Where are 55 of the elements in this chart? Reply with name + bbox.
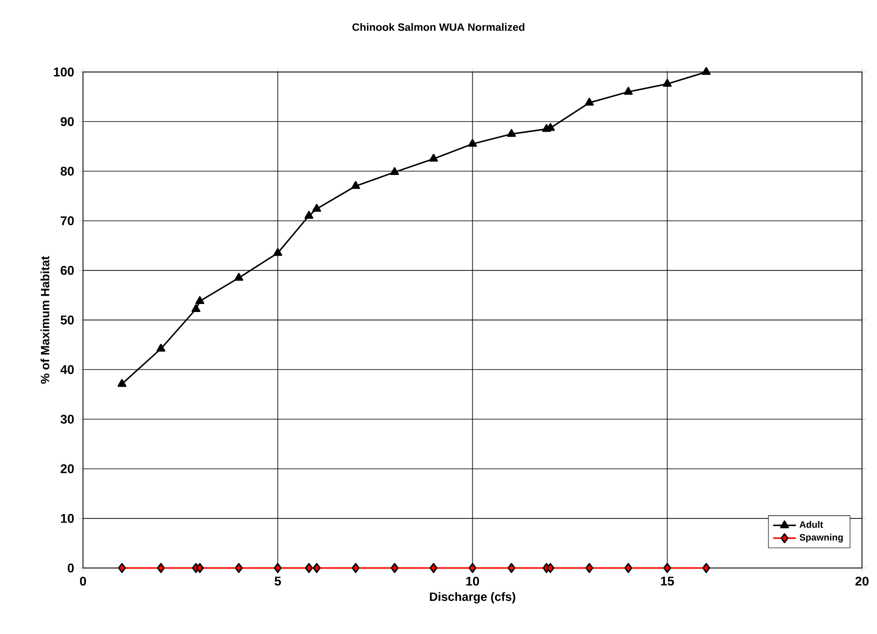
x-axis-title: Discharge (cfs) [430, 592, 516, 604]
point [662, 78, 672, 87]
point [274, 562, 282, 573]
point [508, 562, 516, 573]
point [585, 562, 594, 573]
point [390, 167, 400, 176]
y-tick-label: 40 [60, 365, 74, 374]
point [156, 344, 166, 352]
y-tick-label: 10 [61, 514, 74, 523]
point [304, 210, 314, 219]
point [234, 562, 243, 573]
y-axis-title: % of Maximum Habitat [40, 256, 50, 384]
point [624, 86, 633, 95]
point [468, 138, 477, 147]
legend-label: Spawning [800, 534, 843, 543]
point [468, 562, 476, 573]
point [351, 181, 360, 189]
y-tick-label: 70 [60, 216, 74, 226]
y-tick-label: 50 [60, 316, 74, 324]
y-tick-label: 20 [60, 464, 74, 474]
point [234, 272, 244, 281]
x-tick-label: 20 [855, 576, 869, 586]
point [118, 562, 126, 573]
x-tick-label: 0 [80, 576, 86, 586]
point [312, 204, 322, 212]
y-tick-label: 60 [60, 266, 74, 275]
x-tick-label: 15 [661, 576, 674, 586]
y-tick-label: 90 [60, 117, 74, 126]
point [195, 296, 204, 304]
point [312, 562, 321, 573]
point [196, 562, 204, 573]
point [702, 66, 711, 75]
legend-label: Adult [800, 521, 824, 528]
point [192, 304, 200, 312]
y-tick-label: 100 [54, 68, 74, 76]
chart-title: Chinook Salmon WUA Normalized [352, 23, 524, 31]
point [156, 562, 165, 573]
point [390, 562, 399, 573]
x-tick-label: 10 [466, 576, 480, 586]
point [273, 248, 282, 256]
point [429, 154, 438, 162]
point [430, 562, 438, 573]
point [304, 562, 313, 573]
point [702, 562, 710, 573]
point [584, 98, 594, 106]
point [118, 378, 126, 387]
y-tick-label: 30 [60, 414, 74, 424]
y-tick-label: 0 [68, 564, 74, 572]
point [663, 562, 672, 573]
point [546, 562, 554, 573]
x-tick-label: 5 [274, 576, 281, 586]
point [624, 562, 632, 573]
y-tick-label: 80 [60, 166, 74, 176]
point [507, 128, 516, 137]
point [352, 562, 360, 573]
